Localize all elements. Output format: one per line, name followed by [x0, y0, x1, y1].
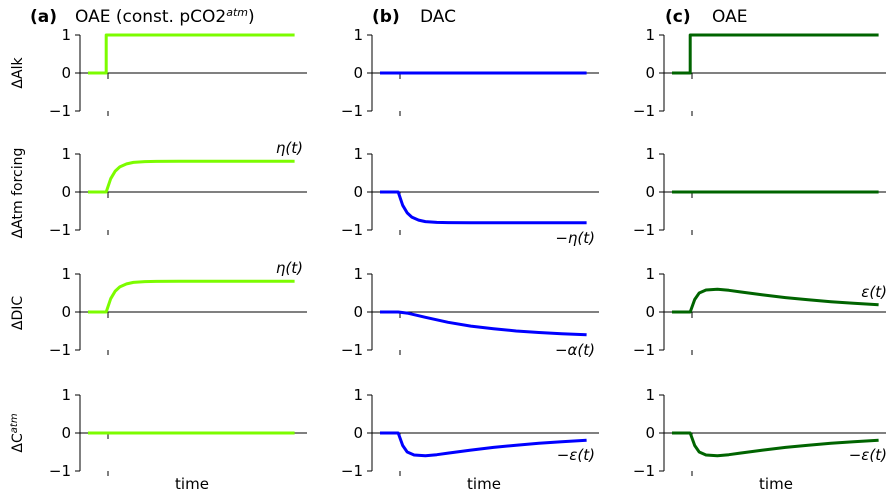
b-catm-ytick-label: 0 — [353, 424, 363, 442]
a-catm-ytick-label: 0 — [61, 424, 71, 442]
c-catm-ytick-label: 1 — [645, 386, 655, 404]
b-atm-ytick-label: −1 — [341, 221, 363, 239]
a-alk-ytick-label: 0 — [61, 64, 71, 82]
b-alk-ytick-label: −1 — [341, 102, 363, 120]
title-b-letter: (b) — [372, 7, 400, 27]
a-atm-series-line — [88, 159, 295, 194]
a-atm-annotation: η(t) — [276, 139, 303, 157]
a-dic-annotation: η(t) — [276, 259, 303, 277]
c-alk-ytick-label: −1 — [633, 102, 655, 120]
ylabel-dic: ΔDIC — [10, 296, 26, 330]
b-catm-series-line — [380, 431, 587, 458]
a-atm-ytick-label: 1 — [61, 145, 71, 163]
c-alk-ytick-label: 0 — [645, 64, 655, 82]
a-alk-ytick-label: −1 — [49, 102, 71, 120]
b-catm-ytick-label: 1 — [353, 386, 363, 404]
xlabel-a: time — [175, 475, 209, 493]
xlabel-c: time — [759, 475, 793, 493]
b-alk-ytick-label: 1 — [353, 26, 363, 44]
a-catm-ytick-label: 1 — [61, 386, 71, 404]
c-atm-ytick-label: 1 — [645, 145, 655, 163]
title-a-letter: (a) — [30, 7, 57, 27]
b-catm-annotation: −ε(t) — [557, 446, 595, 464]
b-catm-ytick-label: −1 — [341, 462, 363, 480]
b-dic-annotation: −α(t) — [555, 341, 595, 359]
c-atm-ytick-label: −1 — [633, 221, 655, 239]
b-dic-ytick-label: 1 — [353, 265, 363, 283]
b-dic-ytick-label: 0 — [353, 303, 363, 321]
title-b-text: DAC — [420, 7, 456, 27]
c-dic-ytick-label: 1 — [645, 265, 655, 283]
c-alk-series-line — [672, 33, 879, 75]
a-dic-ytick-label: 1 — [61, 265, 71, 283]
ylabel-catm: ΔCatm — [9, 413, 27, 452]
c-dic-series-line — [672, 287, 879, 314]
c-dic-ytick-label: 0 — [645, 303, 655, 321]
panels-layer: 1 0 −1 1 0 −1 1 0 −1 1 0 −1 η(t) 1 0 −1 −η(t) 1 0 −1 1 0 −1 η(t… — [49, 26, 886, 480]
c-catm-ytick-label: 0 — [645, 424, 655, 442]
a-alk-ytick-label: 1 — [61, 26, 71, 44]
title-c-letter: (c) — [665, 7, 691, 27]
title-c-text: OAE — [712, 7, 747, 27]
c-dic-ytick-label: −1 — [633, 341, 655, 359]
title-a-sup: atm — [226, 6, 248, 19]
c-dic-annotation: ε(t) — [861, 283, 886, 301]
a-dic-ytick-label: −1 — [49, 341, 71, 359]
ylabel-atm-forcing: ΔAtm forcing — [10, 148, 26, 239]
c-catm-series-line — [672, 431, 879, 458]
c-alk-ytick-label: 1 — [645, 26, 655, 44]
b-alk-ytick-label: 0 — [353, 64, 363, 82]
a-alk-series-line — [88, 33, 295, 75]
a-atm-ytick-label: 0 — [61, 183, 71, 201]
a-atm-ytick-label: −1 — [49, 221, 71, 239]
ylabel-alk: ΔAlk — [10, 57, 26, 89]
c-atm-ytick-label: 0 — [645, 183, 655, 201]
c-catm-annotation: −ε(t) — [849, 446, 886, 464]
b-atm-ytick-label: 0 — [353, 183, 363, 201]
a-dic-series-line — [88, 279, 295, 314]
b-atm-series-line — [380, 190, 587, 225]
a-catm-ytick-label: −1 — [49, 462, 71, 480]
b-atm-annotation: −η(t) — [555, 229, 595, 247]
c-catm-ytick-label: −1 — [633, 462, 655, 480]
b-atm-ytick-label: 1 — [353, 145, 363, 163]
a-dic-ytick-label: 0 — [61, 303, 71, 321]
b-dic-ytick-label: −1 — [341, 341, 363, 359]
ylabel-catm-sup: atm — [9, 413, 20, 433]
b-dic-series-line — [380, 310, 587, 337]
xlabel-b: time — [467, 475, 501, 493]
title-a-text: OAE (const. pCO2atm) — [75, 6, 255, 28]
